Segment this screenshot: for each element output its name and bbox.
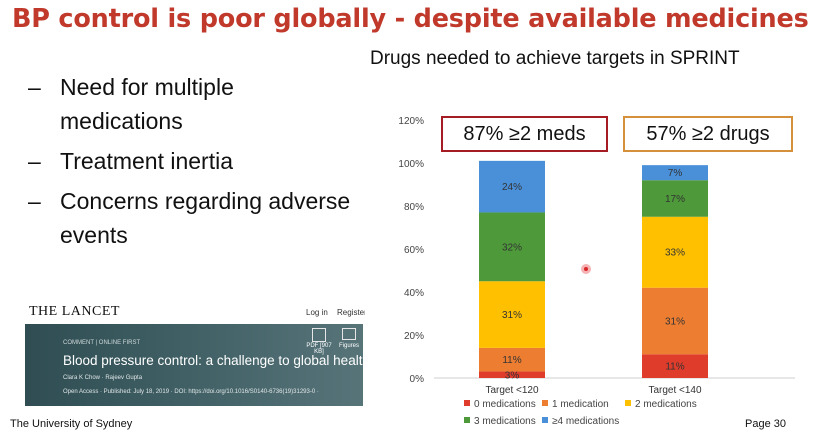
legend-swatch [542, 400, 548, 406]
article-banner [25, 324, 363, 406]
bullet-item: – Need for multiple medications [28, 70, 358, 138]
category-label: Target <140 [648, 385, 702, 396]
bullet-dash: – [28, 74, 41, 100]
bullet-list: – Need for multiple medications – Treatm… [28, 70, 358, 258]
y-tick-label: 40% [404, 288, 424, 299]
legend-entry: 2 medications [635, 399, 697, 410]
legend-entry: 3 medications [474, 416, 536, 427]
footer-institution: The University of Sydney [10, 418, 133, 430]
bar-segment [642, 354, 708, 378]
pdf-icon [312, 328, 326, 342]
y-tick-label: 100% [398, 159, 424, 170]
legend-entry: 0 medications [474, 399, 536, 410]
legend-swatch [542, 417, 548, 423]
callout-target-120: 87% ≥2 meds [441, 116, 608, 152]
article-headline[interactable]: Blood pressure control: a challenge to g… [63, 353, 365, 368]
bullet-text: Need for multiple medications [60, 74, 234, 134]
bar-segment [642, 287, 708, 355]
bar-segment [642, 180, 708, 217]
data-label: 7% [668, 168, 683, 179]
article-authors: Clara K Chow · Rajeev Gupta [63, 375, 143, 381]
y-tick-label: 120% [398, 116, 424, 127]
bar-segment [479, 212, 545, 282]
footer-page-number: Page 30 [745, 418, 786, 430]
legend-entry: ≥4 medications [552, 416, 619, 427]
login-link[interactable]: Log in [306, 308, 328, 317]
bar-segment [479, 347, 545, 372]
y-tick-label: 20% [404, 331, 424, 342]
callout-target-140: 57% ≥2 drugs [623, 116, 793, 152]
bar-segment [479, 281, 545, 348]
y-tick-label: 80% [404, 202, 424, 213]
legend-entry: 1 medication [552, 399, 609, 410]
bar-segment [642, 216, 708, 288]
data-label: 32% [502, 242, 522, 253]
legend-swatch [464, 417, 470, 423]
data-label: 17% [665, 194, 685, 205]
chart-subtitle: Drugs needed to achieve targets in SPRIN… [370, 48, 740, 69]
bullet-dash: – [28, 188, 41, 214]
figures-label: Figures [338, 343, 359, 349]
legend-swatch [625, 400, 631, 406]
bullet-item: – Concerns regarding adverse events [28, 184, 358, 252]
y-tick-label: 60% [404, 245, 424, 256]
slide-title: BP control is poor globally - despite av… [12, 4, 809, 34]
article-published: Open Access · Published: July 18, 2019 ·… [63, 389, 319, 395]
lancet-article-screenshot: THE LANCET Log in Register COMMENT | ONL… [25, 298, 365, 408]
figures-button[interactable]: Figures [337, 328, 361, 354]
legend-swatch [464, 400, 470, 406]
data-label: 11% [665, 362, 684, 373]
stacked-bar-chart: 0% 20% 40% 60% 80% 100% 120% 3% 11% 31% 32% 24% Targ… [398, 116, 795, 427]
data-label: 33% [665, 248, 685, 259]
pointer-cursor-icon [581, 264, 591, 274]
pdf-label: PDF [907 KB] [306, 343, 332, 355]
pdf-download-button[interactable]: PDF [907 KB] [306, 328, 332, 355]
lancet-logo: THE LANCET [29, 304, 120, 319]
register-link[interactable]: Register [337, 308, 365, 317]
data-label: 11% [502, 355, 521, 366]
data-label: 3% [505, 370, 520, 381]
y-tick-label: 0% [410, 374, 425, 385]
image-icon [342, 328, 356, 340]
bullet-dash: – [28, 148, 41, 174]
article-tag: COMMENT | ONLINE FIRST [63, 340, 141, 346]
bar-segment [479, 371, 545, 378]
data-label: 31% [665, 317, 685, 328]
category-label: Target <120 [485, 385, 539, 396]
bar-segment [642, 165, 708, 181]
data-label: 24% [502, 182, 522, 193]
bullet-text: Concerns regarding adverse events [60, 188, 351, 248]
data-label: 31% [502, 310, 522, 321]
bar-segment [479, 160, 545, 213]
bullet-item: – Treatment inertia [28, 144, 358, 178]
bullet-text: Treatment inertia [60, 148, 233, 174]
